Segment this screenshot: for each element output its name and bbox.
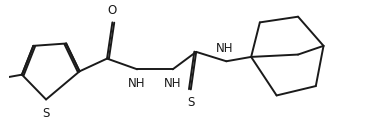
Text: NH: NH bbox=[216, 41, 233, 55]
Text: NH: NH bbox=[164, 77, 182, 90]
Text: S: S bbox=[42, 107, 50, 120]
Text: S: S bbox=[187, 96, 195, 109]
Text: O: O bbox=[108, 4, 117, 17]
Text: NH: NH bbox=[128, 77, 146, 90]
